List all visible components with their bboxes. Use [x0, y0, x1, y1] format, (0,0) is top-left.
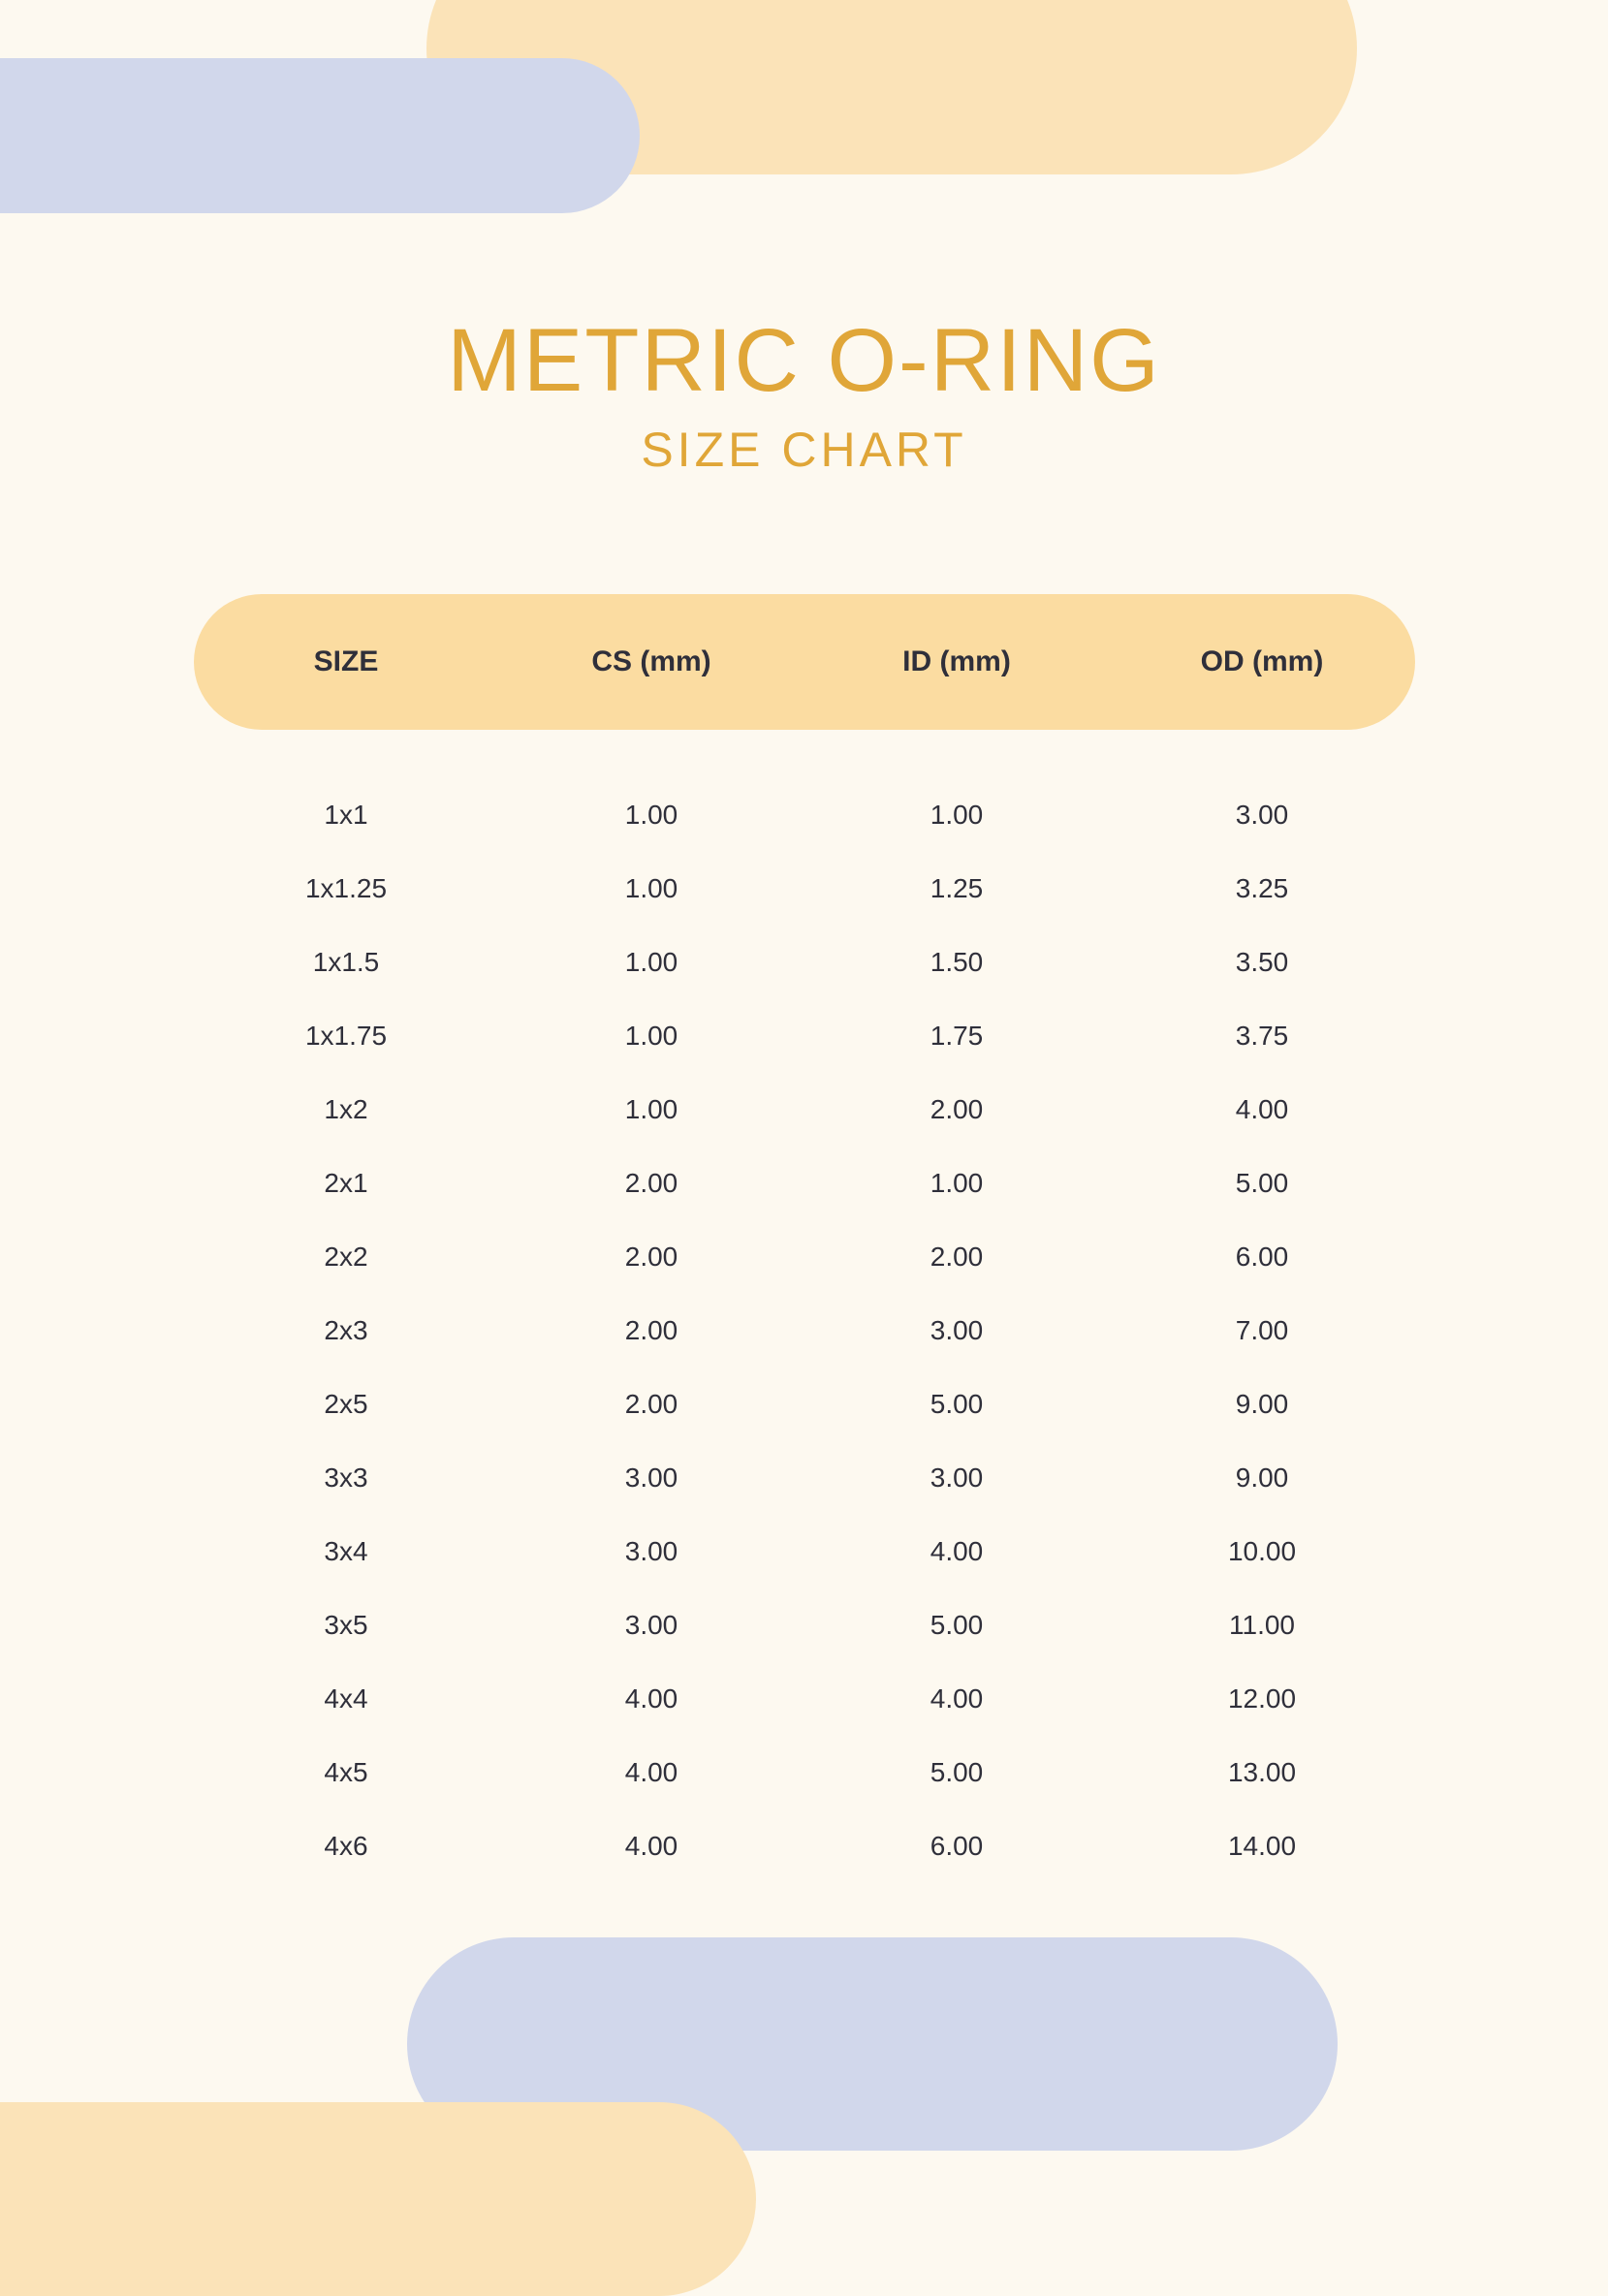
table-cell: 3.00	[1110, 800, 1415, 831]
table-cell: 1.50	[804, 947, 1110, 978]
table-cell: 2x3	[194, 1315, 499, 1346]
table-cell: 5.00	[1110, 1168, 1415, 1199]
table-cell: 7.00	[1110, 1315, 1415, 1346]
table-cell: 3.00	[499, 1536, 804, 1567]
table-row: 1x1.251.001.253.25	[194, 852, 1415, 926]
table-cell: 3.00	[499, 1610, 804, 1641]
table-cell: 3.00	[804, 1315, 1110, 1346]
table-cell: 4x6	[194, 1831, 499, 1862]
table-cell: 3.50	[1110, 947, 1415, 978]
table-cell: 4x5	[194, 1757, 499, 1788]
table-cell: 4x4	[194, 1683, 499, 1714]
table-cell: 1.00	[804, 1168, 1110, 1199]
table-cell: 2.00	[499, 1242, 804, 1273]
table-cell: 4.00	[499, 1757, 804, 1788]
table-row: 4x44.004.0012.00	[194, 1662, 1415, 1736]
page-subtitle: SIZE CHART	[641, 422, 966, 478]
table-cell: 3x4	[194, 1536, 499, 1567]
table-cell: 4.00	[804, 1536, 1110, 1567]
table-row: 2x22.002.006.00	[194, 1220, 1415, 1294]
table-cell: 9.00	[1110, 1389, 1415, 1420]
table-cell: 2x5	[194, 1389, 499, 1420]
table-cell: 1.00	[499, 1021, 804, 1052]
table-row: 2x32.003.007.00	[194, 1294, 1415, 1368]
col-header-cs: CS (mm)	[499, 645, 804, 678]
table-cell: 2.00	[499, 1389, 804, 1420]
table-row: 1x11.001.003.00	[194, 778, 1415, 852]
table-cell: 5.00	[804, 1610, 1110, 1641]
table-cell: 3.75	[1110, 1021, 1415, 1052]
table-cell: 1x2	[194, 1094, 499, 1125]
table-cell: 3x5	[194, 1610, 499, 1641]
table-row: 4x64.006.0014.00	[194, 1809, 1415, 1883]
table-row: 2x52.005.009.00	[194, 1368, 1415, 1441]
table-cell: 1.75	[804, 1021, 1110, 1052]
col-header-size: SIZE	[194, 645, 499, 678]
table-cell: 10.00	[1110, 1536, 1415, 1567]
col-header-id: ID (mm)	[804, 645, 1110, 678]
table-cell: 2.00	[499, 1168, 804, 1199]
table-cell: 14.00	[1110, 1831, 1415, 1862]
page-content: METRIC O-RING SIZE CHART SIZE CS (mm) ID…	[0, 0, 1608, 1883]
table-cell: 1.00	[499, 800, 804, 831]
table-cell: 1.00	[499, 947, 804, 978]
table-cell: 1x1	[194, 800, 499, 831]
table-cell: 1.00	[499, 1094, 804, 1125]
table-row: 4x54.005.0013.00	[194, 1736, 1415, 1809]
table-cell: 5.00	[804, 1757, 1110, 1788]
table-row: 1x1.751.001.753.75	[194, 999, 1415, 1073]
table-row: 3x53.005.0011.00	[194, 1588, 1415, 1662]
table-cell: 4.00	[499, 1831, 804, 1862]
table-cell: 3.00	[804, 1463, 1110, 1494]
table-cell: 2x1	[194, 1168, 499, 1199]
table-cell: 6.00	[804, 1831, 1110, 1862]
table-cell: 6.00	[1110, 1242, 1415, 1273]
table-cell: 12.00	[1110, 1683, 1415, 1714]
table-cell: 3.00	[499, 1463, 804, 1494]
table-row: 2x12.001.005.00	[194, 1147, 1415, 1220]
table-cell: 1.00	[804, 800, 1110, 831]
size-table: SIZE CS (mm) ID (mm) OD (mm) 1x11.001.00…	[194, 594, 1415, 1883]
table-header-row: SIZE CS (mm) ID (mm) OD (mm)	[194, 594, 1415, 730]
table-cell: 2.00	[804, 1242, 1110, 1273]
table-row: 3x33.003.009.00	[194, 1441, 1415, 1515]
table-row: 1x1.51.001.503.50	[194, 926, 1415, 999]
table-cell: 3x3	[194, 1463, 499, 1494]
table-cell: 5.00	[804, 1389, 1110, 1420]
table-cell: 9.00	[1110, 1463, 1415, 1494]
table-cell: 2.00	[499, 1315, 804, 1346]
col-header-od: OD (mm)	[1110, 645, 1415, 678]
table-cell: 11.00	[1110, 1610, 1415, 1641]
table-cell: 13.00	[1110, 1757, 1415, 1788]
table-cell: 4.00	[1110, 1094, 1415, 1125]
table-cell: 1.25	[804, 873, 1110, 904]
table-cell: 2.00	[804, 1094, 1110, 1125]
table-row: 3x43.004.0010.00	[194, 1515, 1415, 1588]
table-cell: 4.00	[499, 1683, 804, 1714]
table-body: 1x11.001.003.001x1.251.001.253.251x1.51.…	[194, 778, 1415, 1883]
table-cell: 1x1.5	[194, 947, 499, 978]
table-cell: 1x1.25	[194, 873, 499, 904]
table-cell: 2x2	[194, 1242, 499, 1273]
page-title: METRIC O-RING	[447, 310, 1160, 412]
table-cell: 1x1.75	[194, 1021, 499, 1052]
table-cell: 3.25	[1110, 873, 1415, 904]
table-cell: 1.00	[499, 873, 804, 904]
table-row: 1x21.002.004.00	[194, 1073, 1415, 1147]
table-cell: 4.00	[804, 1683, 1110, 1714]
decorative-shape-bottom-peach	[0, 2102, 756, 2296]
